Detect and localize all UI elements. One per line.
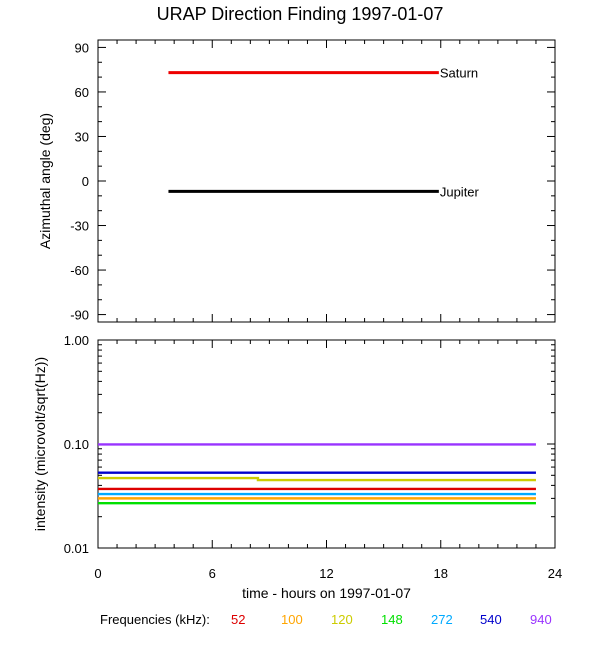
legend-entry-52: 52: [231, 612, 246, 627]
azimuth-ytick-label: -60: [70, 263, 89, 278]
series-label-saturn: Saturn: [440, 66, 478, 81]
legend-entry-120: 120: [331, 612, 353, 627]
intensity-xtick-label: 24: [548, 566, 562, 581]
intensity-ytick-label: 1.00: [64, 333, 89, 348]
azimuth-ytick-label: -90: [70, 308, 89, 323]
legend-label: Frequencies (kHz):: [100, 612, 210, 627]
intensity-panel: 1.00 0.10 0.01 0 6 12 18 24 intensity (microvolt…: [32, 333, 562, 601]
legend-entry-272: 272: [431, 612, 453, 627]
chart-title: URAP Direction Finding 1997-01-07: [156, 4, 444, 24]
frequency-legend: Frequencies (kHz): 52 100 120 148 272 54…: [0, 612, 600, 632]
azimuth-ytick-label: 90: [75, 40, 89, 55]
azimuth-panel: 90 60 30 0 -30 -60 -90 Saturn Jupiter Azimuthal a…: [37, 39, 556, 323]
legend-entry-100: 100: [281, 612, 303, 627]
legend-entry-940: 940: [530, 612, 552, 627]
intensity-ylabel: intensity (microvolt/sqrt(Hz)): [32, 357, 48, 531]
azimuth-ytick-label: 60: [75, 85, 89, 100]
intensity-xtick-label: 12: [319, 566, 333, 581]
series-line-120: [98, 476, 536, 482]
series-label-jupiter: Jupiter: [440, 184, 480, 199]
intensity-xtick-label: 18: [434, 566, 448, 581]
intensity-xtick-label: 0: [94, 566, 101, 581]
azimuth-frame: [97, 39, 556, 323]
azimuth-ytick-label: 30: [75, 129, 89, 144]
legend-entry-540: 540: [480, 612, 502, 627]
intensity-ytick-label: 0.01: [64, 541, 89, 556]
azimuth-ylabel: Azimuthal angle (deg): [37, 113, 53, 249]
x-axis-label: time - hours on 1997-01-07: [242, 585, 411, 601]
intensity-xtick-label: 6: [209, 566, 216, 581]
legend-entry-148: 148: [381, 612, 403, 627]
intensity-ytick-label: 0.10: [64, 437, 89, 452]
azimuth-ytick-label: 0: [82, 174, 89, 189]
azimuth-ytick-label: -30: [70, 219, 89, 234]
